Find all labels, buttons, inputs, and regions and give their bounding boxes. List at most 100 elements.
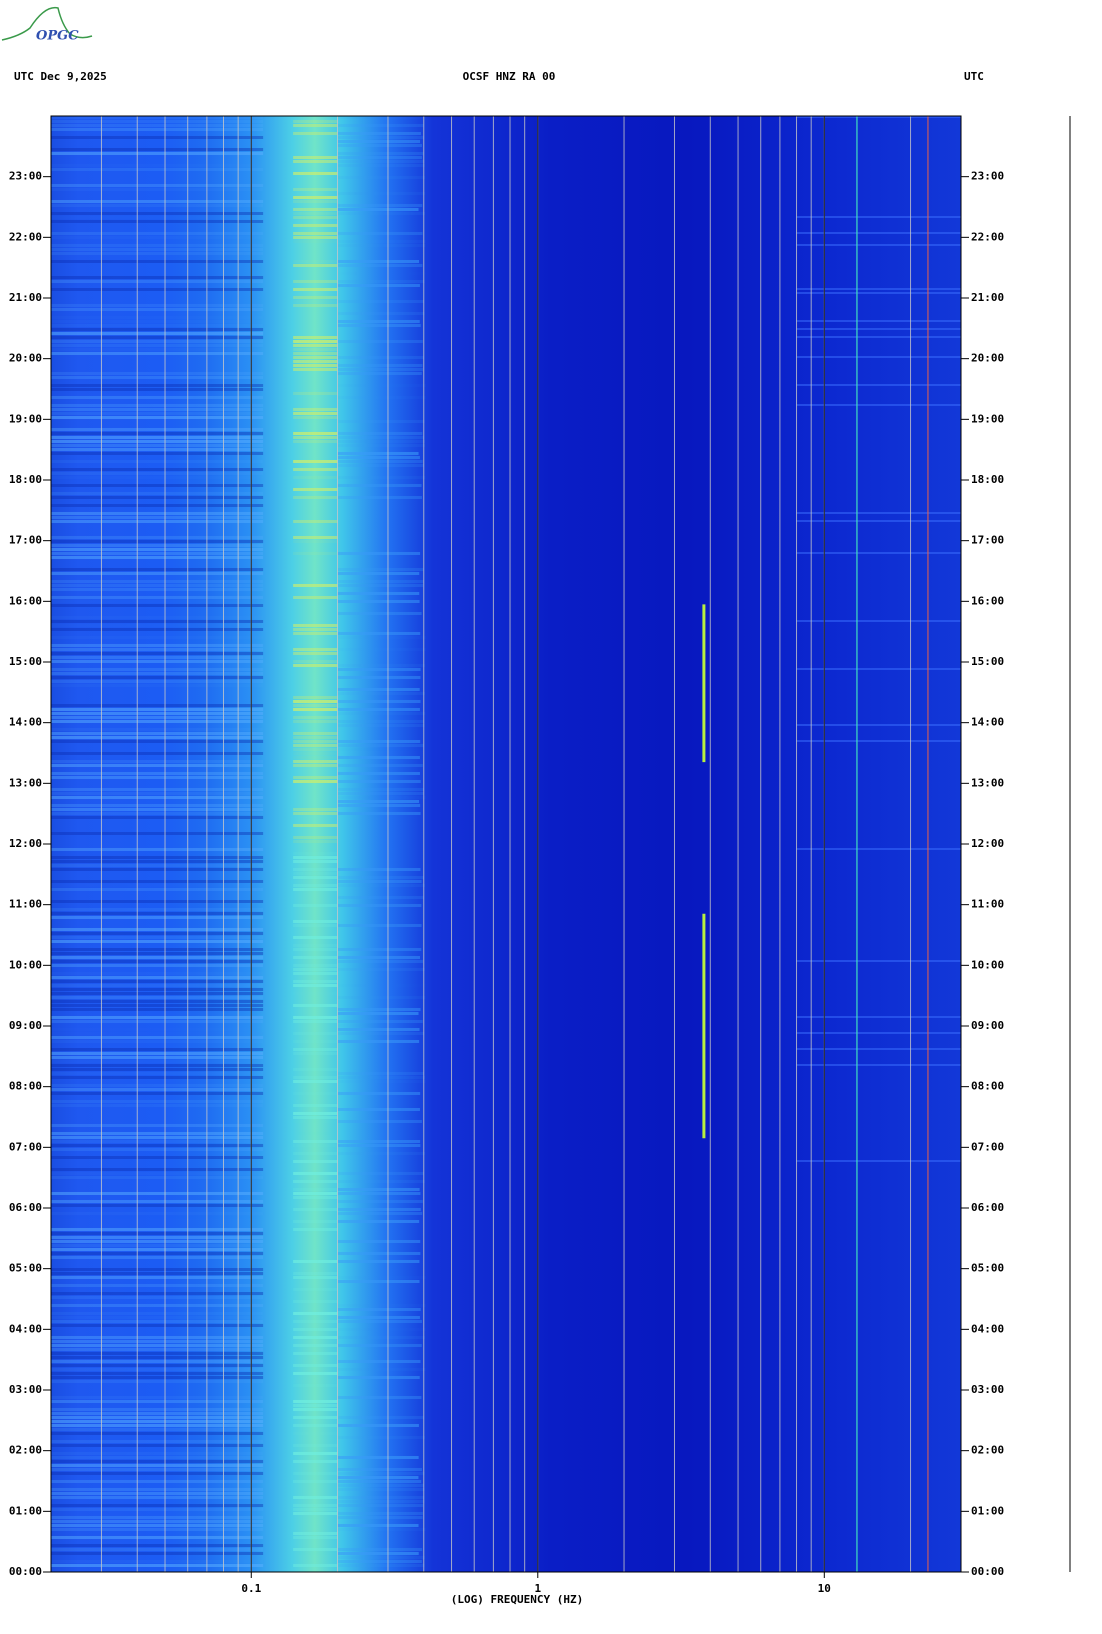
streak — [338, 1024, 427, 1027]
streak — [51, 448, 264, 451]
streak — [337, 152, 424, 155]
streak — [337, 432, 423, 435]
streak — [51, 504, 264, 507]
streak — [337, 712, 426, 715]
streak — [293, 552, 338, 555]
streak — [337, 208, 419, 211]
streak — [337, 1072, 424, 1075]
streak — [337, 484, 422, 487]
streak — [293, 972, 338, 975]
y-tick-label: 15:00 — [971, 655, 1004, 668]
streak — [293, 708, 338, 711]
streak — [796, 1160, 961, 1162]
streak — [51, 1524, 264, 1527]
streak — [337, 1552, 419, 1555]
y-tick-label: 03:00 — [971, 1383, 1004, 1396]
streak — [51, 552, 264, 555]
streak — [51, 1464, 264, 1467]
y-tick-label: 10:00 — [9, 958, 42, 971]
streak — [51, 128, 264, 131]
streak — [51, 1356, 264, 1359]
streak — [337, 1172, 424, 1175]
streak — [51, 1148, 264, 1151]
streak — [337, 444, 426, 447]
streak — [51, 1520, 264, 1523]
streak — [293, 1120, 337, 1123]
streak — [51, 184, 264, 187]
streak — [51, 1144, 264, 1147]
streak — [293, 780, 338, 783]
streak — [293, 764, 338, 767]
streak — [51, 216, 263, 219]
streak — [337, 1416, 424, 1419]
streak — [51, 1504, 264, 1507]
y-tick-label: 07:00 — [971, 1140, 1004, 1153]
streak — [293, 1548, 338, 1551]
streak — [338, 1276, 426, 1279]
streak — [337, 600, 420, 603]
streak — [293, 1352, 338, 1355]
streak — [51, 1396, 264, 1399]
streak — [51, 600, 263, 603]
streak — [337, 708, 420, 711]
streak — [337, 924, 422, 927]
streak — [337, 1152, 426, 1155]
streak — [796, 724, 961, 726]
streak — [51, 808, 264, 811]
streak — [51, 1416, 264, 1419]
streak — [51, 1100, 264, 1103]
streak — [293, 1372, 338, 1375]
streak — [293, 1404, 338, 1407]
streak — [51, 1140, 264, 1143]
streak — [51, 640, 263, 643]
streak — [51, 1528, 264, 1531]
streak — [293, 1020, 338, 1023]
streak — [51, 1072, 264, 1075]
streak — [51, 1424, 264, 1427]
streak — [51, 1472, 264, 1475]
streak — [51, 540, 264, 543]
streak — [337, 300, 424, 303]
streak — [51, 384, 264, 387]
streak — [51, 588, 264, 591]
streak — [337, 552, 421, 555]
streak — [337, 1192, 421, 1195]
y-tick-label: 15:00 — [9, 655, 42, 668]
streak — [293, 824, 338, 827]
streak — [51, 1276, 264, 1279]
streak — [337, 260, 420, 263]
streak — [51, 316, 263, 319]
y-tick-label: 19:00 — [9, 412, 42, 425]
y-tick-label: 22:00 — [9, 230, 42, 243]
streak — [51, 556, 264, 559]
x-tick-label: 10 — [818, 1582, 831, 1595]
streak — [337, 1040, 420, 1043]
streak — [51, 960, 264, 963]
streak — [293, 240, 337, 243]
streak — [337, 880, 422, 883]
streak — [293, 1052, 338, 1055]
streak — [293, 648, 338, 651]
streak — [51, 396, 264, 399]
streak — [51, 656, 264, 659]
streak — [51, 168, 264, 171]
streak — [51, 120, 264, 123]
streak — [51, 932, 264, 935]
streak — [51, 332, 264, 335]
streak — [293, 732, 338, 735]
streak — [51, 620, 264, 623]
streak — [293, 1424, 338, 1427]
streak — [51, 584, 264, 587]
streak — [293, 1536, 338, 1539]
streak — [796, 1016, 961, 1018]
streak — [293, 1288, 338, 1291]
x-tick-label: 0.1 — [241, 1582, 261, 1595]
streak — [51, 1136, 264, 1139]
logo-text: OPGC — [36, 29, 79, 44]
streak — [51, 1376, 264, 1379]
streak — [337, 364, 423, 367]
streak — [796, 292, 961, 294]
streak — [293, 888, 338, 891]
streak — [51, 200, 264, 203]
streak — [337, 396, 426, 399]
